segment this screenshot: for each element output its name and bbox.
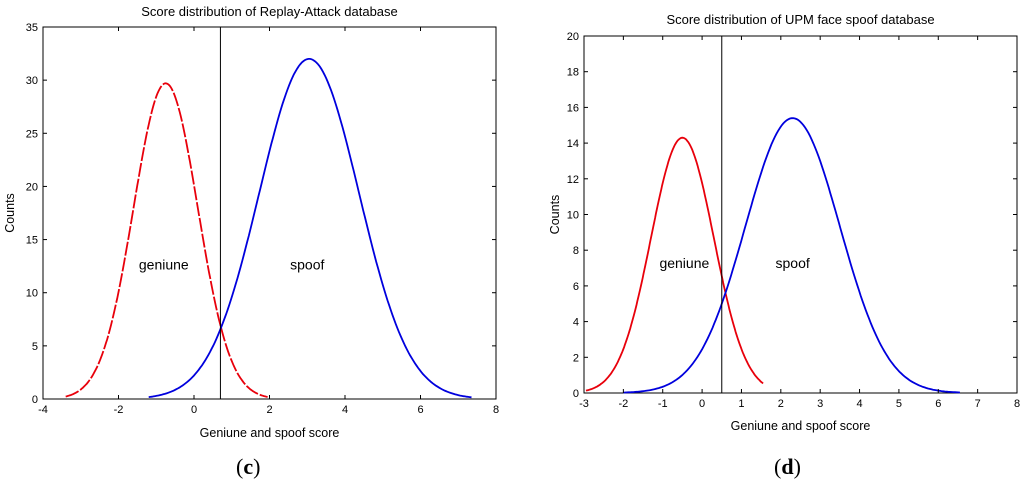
caption-open: (	[774, 454, 782, 479]
caption-open: (	[236, 454, 244, 479]
panel-replay-attack: -4 -2 0 2 4 6 8 0 5 10 15 20 25 30 35 geniune spoof Sco…	[3, 4, 499, 440]
x-axis-label: Geniune and spoof score	[731, 419, 871, 433]
x-tick-label: 0	[699, 398, 705, 410]
x-axis-label: Geniune and spoof score	[200, 426, 340, 440]
caption-letter: c	[243, 454, 254, 479]
x-tick-label: -1	[658, 398, 668, 410]
y-tick-label: 12	[567, 174, 579, 186]
caption-d: (d)	[774, 454, 801, 480]
y-tick-label: 18	[567, 67, 579, 79]
annotation-spoof: spoof	[290, 256, 324, 272]
x-tick-label: 1	[738, 398, 744, 410]
annotations: geniune spoof	[659, 255, 809, 271]
x-tick-label: 4	[856, 398, 862, 410]
caption-letter: d	[781, 454, 794, 479]
caption-c: (c)	[236, 454, 260, 480]
x-tick-label: 8	[1014, 398, 1020, 410]
y-tick-label: 15	[26, 235, 38, 247]
plot-frame	[583, 35, 1018, 394]
y-tick-label: 2	[573, 352, 579, 364]
x-tick-label: -3	[579, 398, 589, 410]
y-tick-label: 35	[26, 22, 38, 34]
x-tick-label: 8	[493, 404, 499, 416]
y-tick-label: 10	[26, 288, 38, 300]
y-tick-label: 14	[567, 138, 579, 150]
curves	[585, 117, 960, 394]
x-tick-label: 7	[975, 398, 981, 410]
x-tick-label: 6	[935, 398, 941, 410]
series-line-spoof	[623, 117, 960, 394]
y-tick-label: 20	[567, 31, 579, 43]
y-tick-label: 0	[573, 388, 579, 400]
y-tick-label: 30	[26, 75, 38, 87]
x-tick-label: 5	[896, 398, 902, 410]
ticks: -4 -2 0 2 4 6 8 0 5 10 15 20 25 30 35	[26, 22, 499, 416]
x-tick-label: 6	[417, 404, 423, 416]
y-tick-label: 25	[26, 128, 38, 140]
y-tick-label: 8	[573, 245, 579, 257]
annotation-spoof: spoof	[776, 255, 810, 271]
annotation-geniune: geniune	[659, 255, 709, 271]
curves	[65, 58, 472, 399]
y-tick-label: 20	[26, 181, 38, 193]
y-tick-label: 4	[573, 317, 579, 329]
x-tick-label: 2	[266, 404, 272, 416]
y-tick-label: 6	[573, 281, 579, 293]
x-tick-label: -4	[38, 404, 48, 416]
series-line-genuine	[65, 82, 268, 398]
x-tick-label: -2	[618, 398, 628, 410]
y-tick-label: 10	[567, 210, 579, 222]
y-tick-label: 5	[32, 341, 38, 353]
chart-title: Score distribution of Replay-Attack data…	[141, 4, 398, 19]
x-tick-label: 3	[817, 398, 823, 410]
chart-title: Score distribution of UPM face spoof dat…	[666, 12, 934, 27]
annotations: geniune spoof	[139, 256, 325, 272]
plot-frame	[42, 26, 497, 400]
x-tick-label: -2	[114, 404, 124, 416]
y-tick-label: 0	[32, 394, 38, 406]
caption-close: )	[793, 454, 801, 479]
x-tick-label: 4	[342, 404, 348, 416]
series-line-spoof	[148, 58, 472, 399]
y-axis-label: Counts	[3, 193, 17, 233]
y-tick-label: 16	[567, 102, 579, 114]
x-tick-label: 0	[191, 404, 197, 416]
caption-close: )	[253, 454, 261, 479]
y-axis-label: Counts	[548, 195, 562, 235]
series-line-genuine	[585, 136, 764, 392]
x-tick-label: 2	[778, 398, 784, 410]
annotation-geniune: geniune	[139, 256, 189, 272]
